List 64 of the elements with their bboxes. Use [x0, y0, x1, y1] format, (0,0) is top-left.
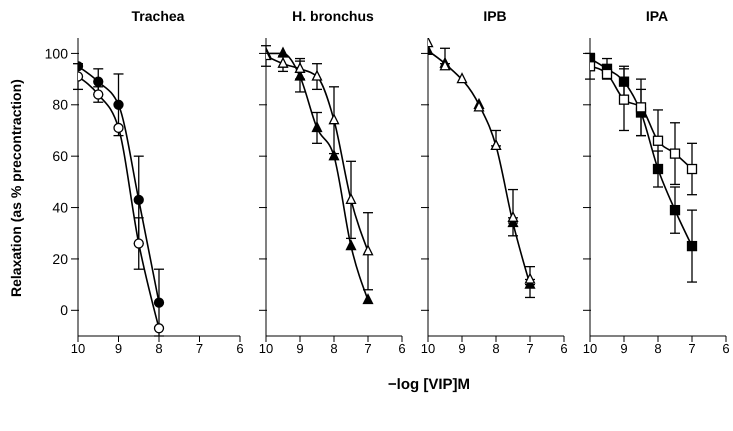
chart-title: IPA — [644, 8, 670, 26]
point — [93, 89, 104, 100]
chart-title: Trachea — [130, 8, 186, 26]
point — [278, 47, 288, 58]
x-tick-label: 8 — [654, 341, 662, 356]
point — [508, 212, 518, 222]
point — [362, 245, 374, 256]
x-tick-label: 9 — [296, 341, 304, 356]
x-axis-title: −log [VIP]M — [386, 376, 470, 393]
x-tick-label: 8 — [492, 341, 500, 356]
point — [346, 194, 356, 204]
point — [670, 204, 680, 216]
y-tick-label: 40 — [52, 199, 68, 216]
point — [456, 72, 468, 84]
point — [312, 122, 322, 132]
x-tick-label: 6 — [560, 341, 568, 356]
y-tick-label: 0 — [60, 302, 68, 318]
y-tick-label: 20 — [52, 250, 68, 267]
point — [278, 58, 288, 68]
x-tick-label: 7 — [526, 341, 534, 356]
point — [154, 297, 164, 308]
x-tick-label: 10 — [420, 341, 436, 356]
point — [652, 136, 664, 146]
point — [362, 294, 374, 304]
x-tick-label: 8 — [155, 341, 163, 356]
x-tick-label: 6 — [236, 341, 244, 356]
point — [602, 68, 612, 80]
point — [294, 62, 306, 73]
y-axis-title: Relaxation (as % precontraction) — [8, 79, 24, 297]
x-tick-label: 10 — [582, 341, 598, 356]
x-tick-label: 6 — [722, 341, 730, 356]
point — [134, 194, 144, 205]
point — [93, 76, 104, 87]
point — [652, 164, 664, 174]
x-tick-label: 9 — [620, 341, 628, 356]
point — [113, 122, 124, 134]
x-tick-label: 9 — [114, 341, 122, 356]
point — [113, 100, 124, 110]
point — [636, 102, 646, 113]
x-tick-label: 10 — [258, 341, 274, 356]
chart-title: IPB — [482, 8, 508, 26]
point — [328, 150, 340, 160]
point — [154, 323, 164, 334]
chart-title: H. bronchus — [291, 8, 375, 26]
x-tick-label: 8 — [330, 341, 338, 356]
x-tick-label: 6 — [398, 341, 406, 356]
x-tick-label: 7 — [688, 341, 696, 356]
point — [618, 94, 630, 105]
x-tick-label: 7 — [196, 341, 204, 356]
point — [346, 240, 356, 250]
point — [524, 273, 536, 284]
y-tick-label: 100 — [44, 45, 68, 62]
x-tick-label: 7 — [364, 341, 372, 356]
y-tick-label: 60 — [52, 148, 68, 164]
x-tick-label: 10 — [70, 341, 86, 356]
point — [618, 76, 630, 87]
point — [686, 240, 698, 252]
point — [328, 114, 340, 124]
point — [312, 70, 322, 81]
x-tick-label: 9 — [458, 341, 466, 356]
point — [670, 148, 680, 159]
point — [686, 164, 698, 174]
point — [134, 238, 144, 249]
y-tick-label: 80 — [52, 96, 68, 113]
